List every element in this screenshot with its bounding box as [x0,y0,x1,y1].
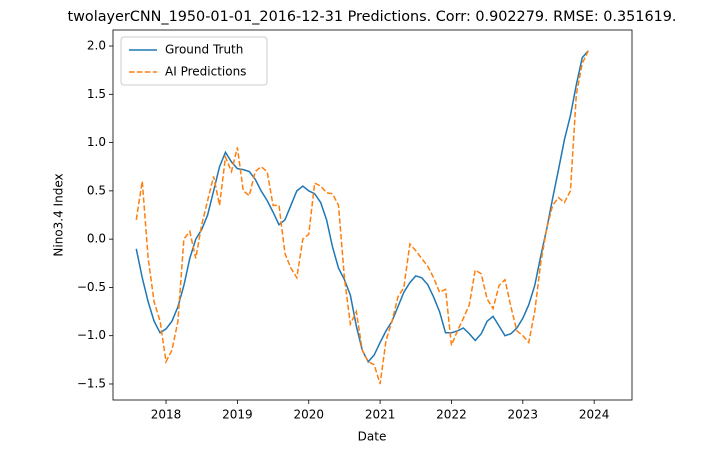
y-tick-label: −1.0 [77,328,106,342]
y-tick-label: 1.5 [87,87,106,101]
chart-title: twolayerCNN_1950-01-01_2016-12-31 Predic… [68,9,677,25]
x-tick-label: 2020 [293,408,324,422]
legend-box [120,36,268,86]
x-axis-label: Date [358,430,387,444]
legend-label: AI Predictions [165,65,246,79]
y-tick-label: 0.5 [87,183,106,197]
data-line [135,50,589,385]
y-tick-label: 0.0 [87,232,106,246]
y-tick-label: −0.5 [77,280,106,294]
x-tick-label: 2018 [151,408,182,422]
x-tick-label: 2019 [222,408,253,422]
x-tick-label: 2021 [365,408,396,422]
x-tick-label: 2022 [436,408,467,422]
plot-frame [112,29,633,401]
y-tick-label: 2.0 [87,39,106,53]
y-axis-label: Nino3.4 Index [52,173,66,256]
legend-label: Ground Truth [165,43,243,57]
y-tick-label: 1.0 [87,135,106,149]
y-tick-label: −1.5 [77,376,106,390]
x-tick-label: 2023 [508,408,539,422]
x-tick-label: 2024 [579,408,610,422]
